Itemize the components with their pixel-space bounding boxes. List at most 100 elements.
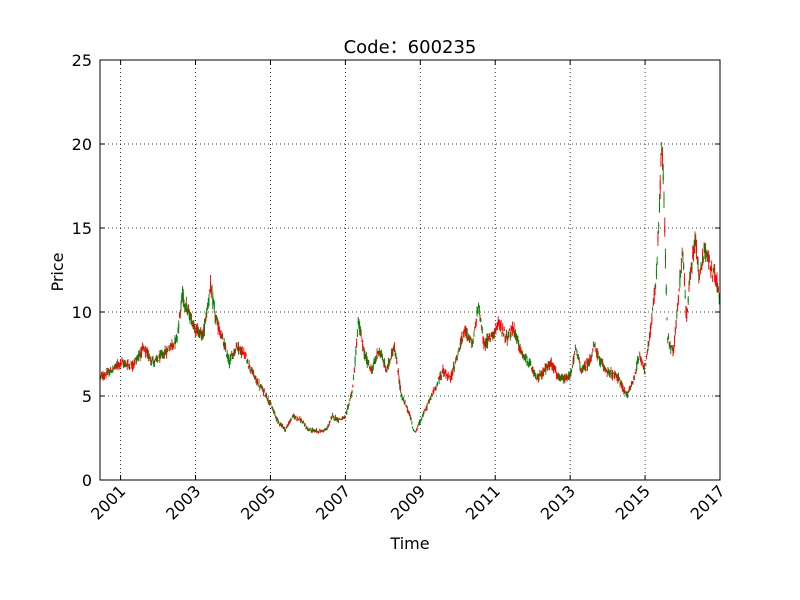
candle-body [368, 361, 370, 363]
candle-body [226, 353, 228, 357]
candle-body [447, 374, 449, 377]
candle-body [238, 344, 240, 351]
candle-body [231, 355, 233, 359]
candle-body [495, 327, 497, 330]
candle-body [455, 359, 457, 362]
candle-body [152, 358, 154, 362]
candle-body [195, 325, 197, 329]
candle-body [272, 410, 274, 412]
candle-body [520, 351, 522, 352]
candle-body [582, 366, 584, 371]
candle-body [178, 314, 180, 316]
candle-body [562, 377, 564, 381]
candle-body [499, 324, 501, 330]
candle-body [355, 349, 357, 356]
candle-body [374, 361, 376, 363]
candle-body [273, 411, 275, 414]
candle-body [659, 180, 661, 190]
candle-body [148, 354, 150, 359]
candle-body [443, 372, 445, 375]
candle-body [110, 372, 112, 374]
candle-body [608, 368, 610, 373]
candle-body [601, 362, 603, 363]
candle-body [496, 326, 498, 327]
candle-body [371, 370, 373, 373]
candle-body [130, 363, 132, 365]
candle-body [712, 272, 714, 274]
candle-body [718, 294, 720, 299]
candle-body [381, 356, 383, 360]
candle-body [331, 414, 333, 416]
candle-body [645, 363, 647, 365]
candle-body [502, 326, 504, 331]
candle-body [232, 353, 234, 356]
candle-body [695, 240, 697, 243]
candle-body [408, 411, 410, 415]
candle-body [459, 348, 461, 350]
candle-body [521, 351, 523, 354]
candle-body [303, 422, 305, 423]
candle-body [367, 360, 369, 364]
candle-body [206, 305, 208, 308]
candle-body [287, 422, 289, 426]
candle-body [478, 306, 480, 315]
candle-body [487, 338, 489, 345]
candle-body [709, 268, 711, 270]
candle-body [190, 315, 192, 316]
candle-body [713, 269, 715, 271]
candle-body [295, 417, 297, 418]
candle-body [343, 417, 345, 419]
candle-body [705, 248, 707, 254]
candle-body [705, 251, 707, 255]
candle-body [537, 375, 539, 380]
candle-body [599, 360, 601, 365]
candle-body [128, 364, 130, 366]
candle-body [702, 253, 704, 266]
candle-body [567, 377, 569, 379]
candle-body [254, 376, 256, 378]
candle-body [360, 333, 362, 334]
candle-body [299, 417, 301, 419]
candle-body [389, 360, 391, 361]
candle-body [412, 428, 414, 430]
candle-body [372, 368, 374, 371]
plot-frame [99, 59, 721, 481]
candle-body [452, 368, 454, 374]
candle-body [511, 326, 513, 330]
candle-body [545, 367, 547, 371]
candle-body [538, 377, 540, 379]
candle-body [300, 419, 302, 422]
candle-body [238, 347, 240, 349]
candle-body [318, 430, 320, 433]
candle-body [683, 277, 685, 286]
candle-body [554, 367, 556, 372]
candle-body [654, 288, 656, 295]
candle-body [164, 349, 166, 352]
candle-body [316, 429, 318, 432]
candle-body [259, 387, 261, 388]
candle-body [630, 382, 632, 386]
candle-body [236, 345, 238, 348]
candle-body [699, 277, 701, 280]
candle-body [472, 341, 474, 343]
candle-body [289, 421, 291, 422]
candle-body [706, 251, 708, 254]
candle-body [711, 277, 713, 278]
candle-body [438, 377, 440, 381]
candle-body [684, 296, 686, 298]
candle-body [202, 332, 204, 335]
candle-body [417, 424, 419, 426]
candle-body [662, 174, 664, 181]
candle-body [600, 362, 602, 365]
candle-body [707, 255, 709, 257]
candle-body [616, 378, 618, 381]
candle-body [529, 361, 531, 366]
candle-body [715, 278, 717, 282]
candle-body [288, 421, 290, 424]
candle-body [286, 426, 288, 427]
candle-body [521, 352, 523, 357]
candle-body [440, 376, 442, 378]
candle-body [261, 387, 263, 389]
candle-body [406, 405, 408, 407]
